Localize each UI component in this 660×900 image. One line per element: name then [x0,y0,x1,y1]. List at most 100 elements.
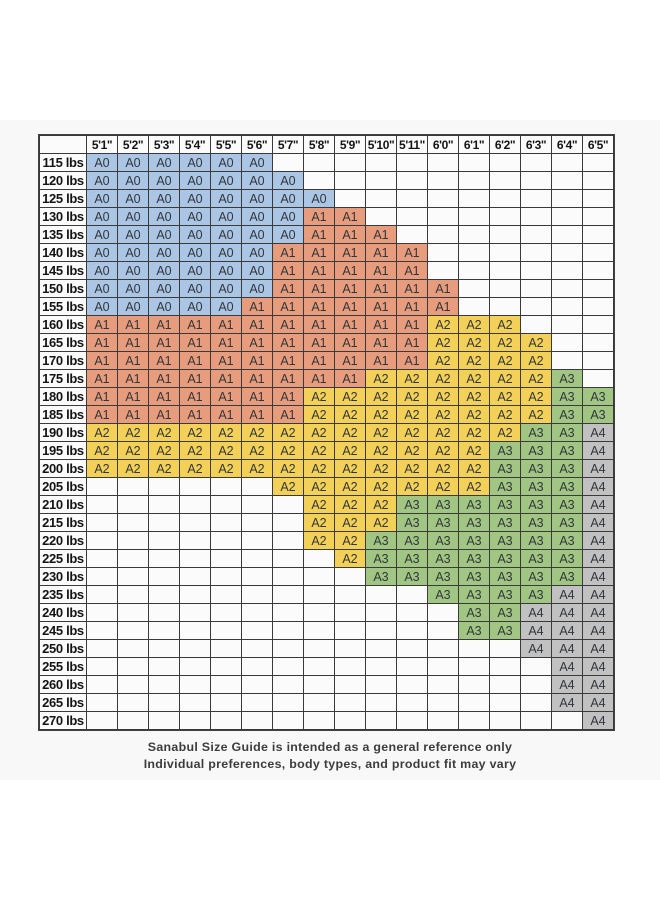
size-cell: A3 [520,477,552,496]
size-cell: A0 [241,279,273,298]
size-cell: A2 [272,459,304,478]
empty-cell [334,171,366,190]
size-cell: A2 [272,477,304,496]
size-cell: A0 [272,189,304,208]
empty-cell [427,657,459,676]
empty-cell [86,477,118,496]
empty-cell [489,189,521,208]
table-row: 270 lbs A4 [39,711,614,730]
size-cell: A3 [427,531,459,550]
table-row: 220 lbs A2 A2 A3 A3 A3 A3 A3 A3 A3 A4 [39,531,614,550]
size-cell: A1 [334,261,366,280]
weight-label-cell: 190 lbs [39,423,87,442]
size-cell: A1 [303,225,335,244]
size-cell: A4 [582,477,614,496]
size-cell: A1 [86,405,118,424]
size-cell: A3 [489,549,521,568]
size-cell: A3 [520,549,552,568]
size-cell: A2 [458,459,490,478]
empty-cell [520,261,552,280]
size-cell: A3 [520,513,552,532]
empty-cell [334,621,366,640]
table-row: 135 lbs A0 A0 A0 A0 A0 A0 A0 A1 A1 A1 [39,225,614,244]
empty-cell [303,585,335,604]
empty-cell [210,567,242,586]
empty-cell [334,585,366,604]
table-row: 245 lbs A3 A3 A4 A4 A4 [39,621,614,640]
size-cell: A4 [551,693,583,712]
size-cell: A4 [582,495,614,514]
size-cell: A4 [520,621,552,640]
table-row: 175 lbs A1 A1 A1 A1 A1 A1 A1 A1 A1 A2 A2 A2 A2 A2 A2 A3 [39,369,614,388]
empty-cell [520,711,552,730]
empty-cell [427,171,459,190]
size-cell: A0 [179,261,211,280]
empty-cell [365,693,397,712]
size-cell: A2 [303,495,335,514]
size-cell: A2 [396,369,428,388]
empty-cell [427,603,459,622]
size-cell: A1 [241,369,273,388]
empty-cell [427,621,459,640]
size-cell: A2 [334,495,366,514]
size-cell: A3 [551,405,583,424]
empty-cell [241,675,273,694]
size-cell: A3 [458,621,490,640]
empty-cell [117,711,149,730]
size-cell: A1 [148,387,180,406]
size-cell: A0 [86,279,118,298]
size-cell: A1 [148,333,180,352]
empty-cell [396,603,428,622]
empty-cell [179,657,211,676]
size-cell: A0 [148,297,180,316]
table-row: 215 lbs A2 A2 A2 A3 A3 A3 A3 A3 A3 A4 [39,513,614,532]
weight-label-cell: 240 lbs [39,603,87,622]
size-cell: A2 [365,495,397,514]
size-cell: A4 [582,675,614,694]
empty-cell [117,675,149,694]
empty-cell [210,603,242,622]
size-cell: A0 [179,243,211,262]
size-cell: A4 [551,639,583,658]
size-cell: A4 [551,657,583,676]
empty-cell [303,711,335,730]
size-cell: A1 [303,315,335,334]
empty-cell [458,657,490,676]
empty-cell [179,621,211,640]
size-cell: A3 [551,387,583,406]
table-row: 140 lbs A0 A0 A0 A0 A0 A0 A1 A1 A1 A1 A1 [39,243,614,262]
size-cell: A0 [179,297,211,316]
size-cell: A0 [86,189,118,208]
size-cell: A1 [210,315,242,334]
size-cell: A2 [334,441,366,460]
size-cell: A4 [582,549,614,568]
size-cell: A4 [551,675,583,694]
empty-cell [179,495,211,514]
empty-cell [303,603,335,622]
empty-cell [210,693,242,712]
size-cell: A2 [396,405,428,424]
header-row: 5'1" 5'2" 5'3" 5'4" 5'5" 5'6" 5'7" 5'8" 5'9" 5'10… [39,135,614,154]
size-cell: A2 [303,441,335,460]
empty-cell [241,513,273,532]
size-cell: A1 [427,297,459,316]
size-cell: A1 [365,225,397,244]
size-cell: A2 [272,423,304,442]
size-cell: A1 [303,351,335,370]
empty-cell [551,153,583,172]
size-cell: A3 [551,549,583,568]
size-cell: A2 [148,441,180,460]
empty-cell [148,549,180,568]
size-cell: A2 [458,351,490,370]
empty-cell [365,585,397,604]
size-cell: A1 [272,261,304,280]
empty-cell [365,711,397,730]
size-cell: A2 [334,405,366,424]
size-cell: A2 [365,369,397,388]
size-cell: A1 [241,315,273,334]
empty-cell [396,657,428,676]
size-cell: A4 [582,693,614,712]
empty-cell [489,243,521,262]
empty-cell [520,153,552,172]
empty-cell [117,549,149,568]
